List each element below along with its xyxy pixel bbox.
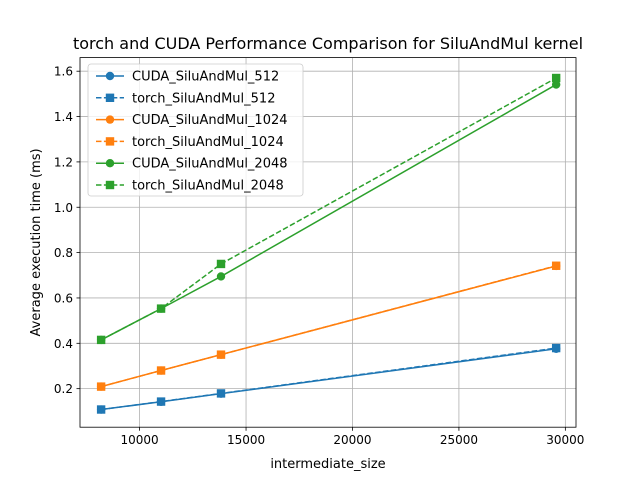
legend-label: torch_SiluAndMul_512 bbox=[132, 91, 275, 106]
legend-label: torch_SiluAndMul_2048 bbox=[132, 179, 284, 194]
chart-title: torch and CUDA Performance Comparison fo… bbox=[73, 34, 583, 53]
data-point bbox=[551, 343, 561, 353]
data-point bbox=[216, 272, 226, 281]
legend-item: torch_SiluAndMul_1024 bbox=[96, 135, 284, 150]
legend-marker bbox=[105, 137, 115, 146]
y-tick-label: 1.6 bbox=[54, 65, 73, 79]
legend-marker bbox=[105, 115, 115, 124]
y-tick-label: 1.0 bbox=[54, 201, 73, 215]
x-tick-label: 10000 bbox=[121, 433, 159, 447]
data-point bbox=[96, 335, 106, 345]
data-point bbox=[216, 389, 226, 398]
series-1 bbox=[96, 343, 561, 414]
series-line bbox=[101, 347, 557, 411]
legend-label: CUDA_SiluAndMul_2048 bbox=[132, 157, 288, 172]
data-point bbox=[96, 405, 106, 414]
legend-marker bbox=[105, 93, 115, 102]
series-5 bbox=[96, 73, 561, 345]
y-tick-label: 1.4 bbox=[54, 110, 73, 124]
legend-marker bbox=[105, 159, 115, 168]
legend-item: CUDA_SiluAndMul_512 bbox=[96, 70, 279, 85]
data-point bbox=[551, 261, 561, 270]
legend-marker bbox=[105, 180, 115, 190]
legend-marker bbox=[105, 71, 115, 81]
y-tick-label: 1.2 bbox=[54, 155, 73, 169]
x-tick-label: 30000 bbox=[546, 433, 584, 447]
x-tick-label: 20000 bbox=[333, 433, 371, 447]
y-axis: 0.2 0.4 0.6 0.8 1.0 1.2 1.4 1.6 bbox=[54, 65, 80, 396]
legend-box bbox=[87, 63, 304, 197]
data-point bbox=[216, 350, 226, 359]
legend-item: torch_SiluAndMul_2048 bbox=[96, 179, 284, 194]
data-point bbox=[156, 304, 166, 313]
legend-item: torch_SiluAndMul_512 bbox=[96, 91, 275, 106]
legend-item: CUDA_SiluAndMul_2048 bbox=[96, 157, 288, 172]
x-tick-label: 15000 bbox=[227, 433, 265, 447]
y-axis-label: Average execution time (ms) bbox=[29, 148, 44, 336]
series-2 bbox=[96, 261, 561, 391]
y-tick-label: 0.4 bbox=[54, 337, 73, 351]
x-tick-label: 25000 bbox=[440, 433, 478, 447]
y-tick-label: 0.2 bbox=[54, 382, 73, 396]
series-line bbox=[100, 77, 557, 341]
data-point bbox=[156, 397, 166, 406]
legend-item: CUDA_SiluAndMul_1024 bbox=[96, 113, 288, 128]
x-axis: 10000 15000 20000 25000 30000 bbox=[121, 427, 584, 447]
plot-frame bbox=[79, 57, 577, 428]
data-point bbox=[156, 366, 166, 375]
data-point bbox=[216, 259, 226, 269]
legend: CUDA_SiluAndMul_512 torch_SiluAndMul_512 C… bbox=[87, 63, 304, 197]
data-point bbox=[96, 382, 106, 391]
y-tick-label: 0.6 bbox=[54, 291, 73, 305]
data-point bbox=[551, 80, 561, 89]
y-tick-label: 0.8 bbox=[54, 246, 73, 260]
x-axis-label: intermediate_size bbox=[270, 457, 385, 472]
series-3 bbox=[96, 261, 561, 391]
series-layer bbox=[96, 73, 561, 414]
legend-label: torch_SiluAndMul_1024 bbox=[132, 135, 284, 150]
legend-label: CUDA_SiluAndMul_1024 bbox=[132, 113, 288, 128]
legend-label: CUDA_SiluAndMul_512 bbox=[132, 70, 279, 85]
series-line bbox=[100, 265, 557, 388]
data-point bbox=[551, 73, 561, 83]
